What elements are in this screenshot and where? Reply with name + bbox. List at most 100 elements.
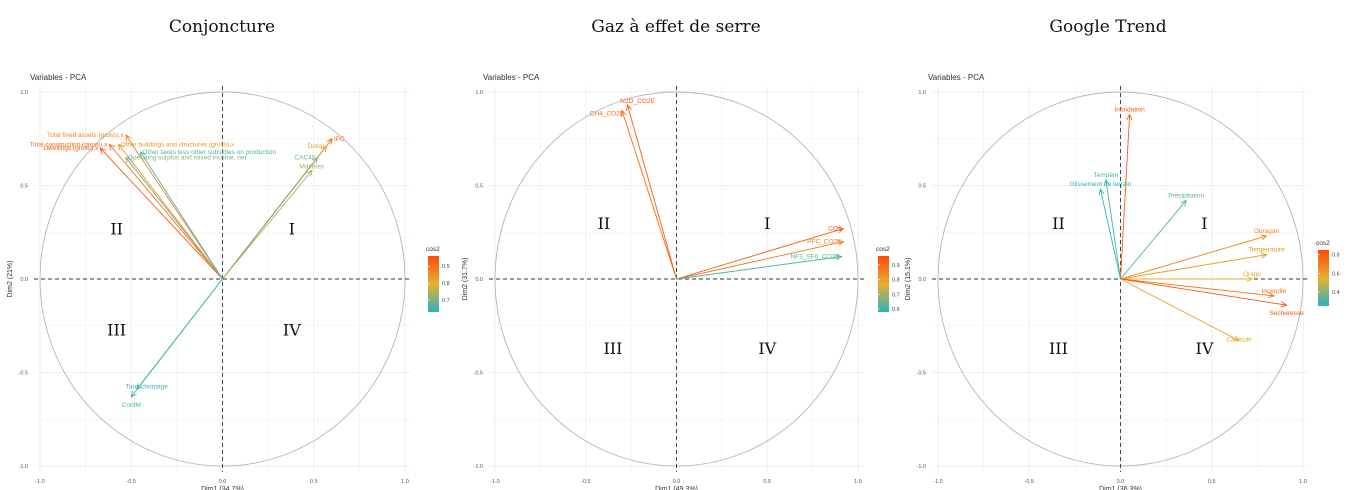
x-tick-label: 0.5 <box>763 479 771 485</box>
variable-arrowhead <box>139 150 146 158</box>
variable-arrowhead <box>1260 252 1268 259</box>
variable-label: Other buildings and structures (gross).x <box>120 141 235 148</box>
variable-pfc-co2e: PFC_CO2E <box>676 239 845 280</box>
x-tick-label: 0.0 <box>1117 479 1125 485</box>
variable-arrowhead <box>99 147 106 154</box>
legend-title: cos2 <box>1316 240 1330 247</box>
x-tick-label: -1.0 <box>933 479 942 485</box>
x-tick-label: -1.0 <box>490 479 499 485</box>
variable-precipitation: Precipitation <box>1120 192 1204 280</box>
variable-arrowhead <box>626 104 632 112</box>
y-tick-label: -0.5 <box>19 371 28 377</box>
quadrant-ii: II <box>110 220 123 239</box>
x-tick-label: 1.0 <box>854 479 862 485</box>
legend-colorbar <box>428 256 439 312</box>
variable-label: Operating surplus and mixed income, net <box>128 154 247 161</box>
variable-arrowhead <box>835 254 843 261</box>
variable-arrow <box>1099 189 1121 280</box>
y-tick-label: 0.5 <box>918 184 926 190</box>
legend-tick-label: 0.4 <box>1332 290 1340 296</box>
variable-total-construction-gross-x: Total construction (gross).x <box>30 141 223 280</box>
legend-tick-label: 0.6 <box>892 307 900 313</box>
legend-tick-label: 0.8 <box>892 278 900 284</box>
cos2-legend: cos2 0.9 0.8 0.7 <box>426 246 450 312</box>
y-tick-label: -1.0 <box>917 464 926 470</box>
variable-arrow <box>109 144 223 280</box>
variable-arrowhead <box>1126 113 1133 121</box>
plot-header: Variables - PCA <box>928 73 985 82</box>
legend-title: cos2 <box>426 246 440 253</box>
variable-label: CH4_CO2E <box>590 111 625 118</box>
quadrant-iv: IV <box>758 339 776 358</box>
plot-header: Variables - PCA <box>30 73 87 82</box>
y-tick-label: 0.0 <box>20 277 28 283</box>
variable-operating-surplus-and-mixed-income-net: Operating surplus and mixed income, net <box>125 154 247 280</box>
variable-label: CO2 <box>828 226 842 233</box>
y-tick-label: -1.0 <box>19 464 28 470</box>
variable-label: Canicule <box>1226 337 1252 344</box>
variable-glissement-de-terrain: Glissement de terrain <box>1070 181 1132 280</box>
x-tick-label: 0.0 <box>219 479 227 485</box>
variable-inondation: Inondation <box>1114 106 1145 280</box>
y-tick-label: 1.0 <box>475 90 483 96</box>
x-tick-label: -0.5 <box>581 479 590 485</box>
legend-tick-label: 0.7 <box>442 298 450 304</box>
y-tick-label: -0.5 <box>917 371 926 377</box>
variable-total-fixed-assets-gross-x: Total fixed assets (gross).x <box>47 132 223 280</box>
x-tick-label: -0.5 <box>1025 479 1034 485</box>
variable-arrow <box>676 228 844 280</box>
quadrant-iv: IV <box>1196 339 1214 358</box>
y-tick-label: 0.5 <box>20 184 28 190</box>
y-axis-label: Dim2 (21%) <box>7 261 14 298</box>
variable-arrow <box>130 278 223 398</box>
legend-tick-label: 0.7 <box>892 292 900 298</box>
variable-arrowhead <box>1180 199 1187 207</box>
variable-arrow <box>1120 254 1267 280</box>
variable-dwellings-gross-x: Dwellings (gross).x <box>43 145 223 280</box>
variable-orage: Orage <box>1120 271 1261 283</box>
variable-arrowhead <box>1103 178 1110 186</box>
variable-arrow <box>125 134 223 280</box>
variable-arrow <box>1120 278 1240 342</box>
legend-tick-label: 0.9 <box>892 263 900 269</box>
legend-tick-label: 0.8 <box>1332 253 1340 259</box>
variable-label: PFC_CO2E <box>807 239 842 246</box>
variable-arrow <box>125 157 223 280</box>
x-axis-label: Dim1 (36.3%) <box>1099 486 1142 490</box>
legend-colorbar <box>1318 250 1329 306</box>
variable-label: Incendie <box>1262 288 1287 295</box>
variable-mati-res: Matières <box>222 164 325 280</box>
x-tick-label: 0.5 <box>1208 479 1216 485</box>
panel-title-google-trend: Google Trend <box>1049 17 1167 37</box>
variable-arrow <box>1120 235 1267 280</box>
variable-label: Ouragan <box>1254 228 1280 235</box>
variable-label: Inondation <box>1114 106 1145 113</box>
variable-incendie: Incendie <box>1120 278 1287 299</box>
variable-arrowhead <box>125 134 132 142</box>
panel-title-gaz: Gaz à effet de serre <box>591 17 761 37</box>
variable-nf3-sf6-co2e: NF3_SF6_CO2E <box>676 254 843 280</box>
plot-header: Variables - PCA <box>483 73 540 82</box>
quadrant-iii: III <box>107 320 126 339</box>
quadrant-ii: II <box>598 214 611 233</box>
variable-arrow <box>1105 179 1121 280</box>
x-axis-label: Dim1 (34.7%) <box>201 486 244 490</box>
x-tick-label: 0.0 <box>673 479 681 485</box>
variable-label: Taux chomage <box>126 383 169 390</box>
quadrant-ii: II <box>1052 214 1065 233</box>
variable-confm: ConfM <box>122 278 223 409</box>
variable-co2: CO2 <box>676 226 845 280</box>
variable-arrowhead <box>1246 275 1253 283</box>
x-tick-label: 0.5 <box>310 479 318 485</box>
variable-n2o-co2e: N2O_CO2E <box>620 98 677 280</box>
legend-tick-label: 0.9 <box>442 264 450 270</box>
quadrant-iii: III <box>603 339 622 358</box>
quadrant-i: I <box>1201 214 1207 233</box>
variable-arrow <box>627 104 677 280</box>
y-tick-label: 0.0 <box>918 277 926 283</box>
variable-arrowhead <box>108 143 116 151</box>
variable-secheresse: Secheresse <box>1120 278 1304 317</box>
variable-arrow <box>139 151 223 280</box>
